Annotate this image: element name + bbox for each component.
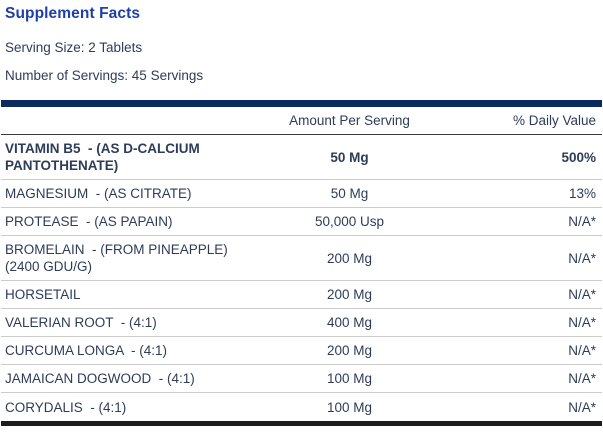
amount-per-serving-header: Amount Per Serving — [289, 113, 410, 128]
table-row: VITAMIN B5 - (AS D-CALCIUM PANTOTHENATE)… — [1, 135, 602, 180]
ingredient-daily-value: 13% — [568, 186, 596, 201]
ingredient-name: HORSETAIL — [5, 287, 81, 302]
ingredient-name: VITAMIN B5 - (AS D-CALCIUM PANTOTHENATE) — [5, 141, 204, 173]
ingredient-column-header — [1, 116, 243, 126]
supplement-facts-table: Amount Per Serving % Daily Value VITAMIN… — [1, 100, 602, 426]
ingredient-amount: 200 Mg — [326, 287, 373, 302]
ingredient-name: VALERIAN ROOT - (4:1) — [5, 315, 157, 330]
ingredient-name: BROMELAIN - (FROM PINEAPPLE)(2400 GDU/G) — [5, 242, 228, 274]
number-of-servings-text: Number of Servings: 45 Servings — [5, 68, 204, 83]
ingredient-daily-value: 500% — [561, 149, 596, 165]
table-row: CURCUMA LONGA - (4:1) 200 Mg N/A* — [1, 337, 602, 365]
ingredient-name: MAGNESIUM - (AS CITRATE) — [5, 186, 192, 201]
serving-size-text: Serving Size: 2 Tablets — [5, 40, 143, 55]
ingredient-amount: 200 Mg — [326, 343, 373, 358]
ingredient-amount: 50 Mg — [330, 149, 369, 165]
ingredient-daily-value: N/A* — [568, 214, 596, 229]
ingredient-name: PROTEASE - (AS PAPAIN) — [5, 214, 173, 229]
ingredient-daily-value: N/A* — [568, 343, 596, 358]
ingredient-amount: 400 Mg — [326, 315, 373, 330]
table-row: JAMAICAN DOGWOOD - (4:1) 100 Mg N/A* — [1, 365, 602, 393]
table-row: HORSETAIL 200 Mg N/A* — [1, 281, 602, 309]
ingredient-amount: 50 Mg — [330, 186, 369, 201]
ingredient-daily-value: N/A* — [568, 371, 596, 386]
ingredient-daily-value: N/A* — [568, 250, 596, 266]
ingredient-daily-value: N/A* — [568, 399, 596, 415]
table-row: PROTEASE - (AS PAPAIN) 50,000 Usp N/A* — [1, 208, 602, 236]
table-header-row: Amount Per Serving % Daily Value — [1, 107, 602, 135]
ingredient-amount: 50,000 Usp — [314, 214, 385, 229]
ingredient-daily-value: N/A* — [568, 287, 596, 302]
ingredient-amount: 200 Mg — [326, 250, 373, 266]
ingredient-name: CORYDALIS - (4:1) — [5, 399, 127, 415]
ingredient-name: CURCUMA LONGA - (4:1) — [5, 343, 168, 358]
ingredient-name: JAMAICAN DOGWOOD - (4:1) — [5, 371, 195, 386]
table-row: MAGNESIUM - (AS CITRATE) 50 Mg 13% — [1, 180, 602, 208]
table-row: CORYDALIS - (4:1) 100 Mg N/A* — [1, 393, 602, 421]
ingredient-daily-value: N/A* — [568, 315, 596, 330]
supplement-facts-title: Supplement Facts — [5, 5, 141, 22]
ingredient-amount: 100 Mg — [326, 399, 373, 415]
daily-value-header: % Daily Value — [512, 113, 596, 128]
table-row: BROMELAIN - (FROM PINEAPPLE)(2400 GDU/G)… — [1, 236, 602, 281]
ingredient-amount: 100 Mg — [326, 371, 373, 386]
table-row: VALERIAN ROOT - (4:1) 400 Mg N/A* — [1, 309, 602, 337]
table-body: VITAMIN B5 - (AS D-CALCIUM PANTOTHENATE)… — [1, 135, 602, 421]
